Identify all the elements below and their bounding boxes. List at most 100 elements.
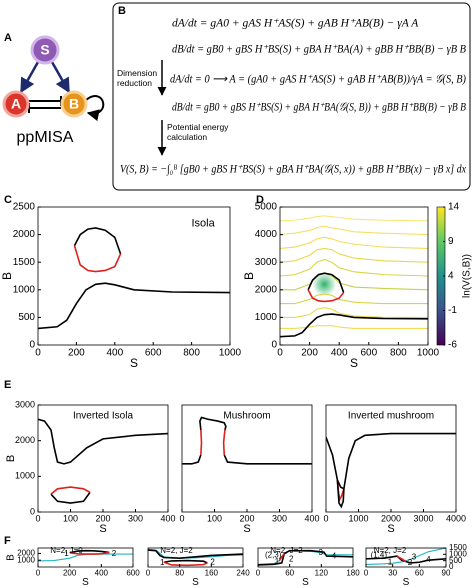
x-tick-label: 4000 bbox=[446, 514, 466, 524]
data-line bbox=[223, 454, 312, 465]
data-line bbox=[222, 429, 226, 455]
y-axis-label: B bbox=[6, 554, 17, 561]
activation-arrow bbox=[50, 61, 71, 94]
step-label: Dimension reduction bbox=[117, 68, 158, 88]
colorbar-tick-label: -6 bbox=[448, 340, 457, 351]
y-tick-label: 1000 bbox=[255, 312, 278, 323]
plot-area bbox=[38, 549, 133, 562]
x-tick-label: 100 bbox=[207, 514, 222, 524]
panel-label: E bbox=[4, 379, 11, 391]
x-tick-label: 400 bbox=[160, 514, 175, 524]
panel-label: C bbox=[4, 194, 12, 206]
data-line bbox=[326, 432, 456, 491]
y-tick-label: 1000 bbox=[15, 471, 35, 481]
data-line bbox=[163, 561, 208, 567]
x-tick-label: 600 bbox=[360, 348, 377, 359]
x-tick-label: 120 bbox=[315, 569, 329, 578]
chart: 0 200 400 600 800 1000 0 500 1000 1500 2000 2500 S B I… bbox=[0, 202, 241, 371]
x-axis-label: S bbox=[99, 523, 106, 535]
equation: dB/dt = gB0 + gBS H⁺BS(S) + gBA H⁺BA(𝒢(S… bbox=[172, 102, 466, 114]
x-tick-label: 60 bbox=[415, 569, 424, 578]
data-line bbox=[38, 418, 168, 465]
x-tick-label: 2000 bbox=[381, 514, 401, 524]
data-line bbox=[280, 225, 428, 236]
y2-tick-label: 500 bbox=[449, 556, 463, 565]
annotation: (1,4) bbox=[371, 550, 388, 559]
node-a bbox=[2, 90, 30, 118]
data-line bbox=[163, 559, 208, 564]
annotation: N=2, J=0 bbox=[50, 546, 83, 555]
x-tick-label: 0 bbox=[35, 514, 40, 524]
y-axis-label: B bbox=[242, 272, 256, 280]
x-tick-label: 0 bbox=[35, 348, 41, 359]
x-tick-label: 3000 bbox=[413, 514, 433, 524]
plot-frame bbox=[279, 206, 429, 346]
data-line bbox=[50, 486, 91, 495]
x-tick-label: 400 bbox=[95, 569, 109, 578]
annotation: 4 bbox=[426, 555, 431, 564]
chart: 0 200 400 600 800 1000 0 1000 2000 3000 4000 5000 S B… bbox=[242, 202, 472, 371]
data-line bbox=[73, 227, 122, 255]
data-line bbox=[199, 416, 227, 431]
data-line bbox=[258, 549, 353, 566]
y-tick-label: 1000 bbox=[13, 284, 36, 295]
annotation: Inverted Isola bbox=[73, 410, 133, 421]
x-tick-label: 400 bbox=[331, 348, 348, 359]
x-axis-label: S bbox=[192, 577, 199, 588]
x-tick-label: 0 bbox=[323, 514, 328, 524]
annotation: 2 bbox=[289, 555, 294, 564]
annotation: 3 bbox=[412, 553, 417, 562]
data-line bbox=[336, 479, 345, 509]
panel-label: F bbox=[4, 535, 11, 547]
x-tick-label: 100 bbox=[63, 514, 78, 524]
y-tick-label: 2000 bbox=[15, 435, 35, 445]
plot-frame bbox=[257, 547, 354, 568]
annotation: 1 bbox=[388, 557, 393, 566]
y-axis-label: B bbox=[5, 455, 17, 462]
x-tick-label: 1000 bbox=[348, 514, 368, 524]
data-line bbox=[307, 272, 345, 293]
x-tick-label: 400 bbox=[106, 348, 123, 359]
annotation: Isola bbox=[191, 217, 215, 229]
plot-area bbox=[182, 416, 312, 465]
step-label: Potential energy calculation bbox=[167, 122, 229, 142]
chart: 0 100 200 300 400 S Mushroom bbox=[179, 404, 320, 535]
data-line bbox=[200, 429, 203, 455]
data-line bbox=[280, 236, 428, 249]
data-line bbox=[69, 551, 110, 555]
node-b bbox=[60, 90, 88, 118]
x-tick-label: 400 bbox=[304, 514, 319, 524]
data-line bbox=[280, 325, 428, 329]
x-tick-label: 200 bbox=[301, 348, 318, 359]
x-tick-label: 30 bbox=[388, 569, 397, 578]
x-axis-label: S bbox=[243, 523, 250, 535]
y-tick-label: 4000 bbox=[255, 229, 278, 240]
x-tick-label: 0 bbox=[146, 569, 151, 578]
data-line bbox=[38, 282, 230, 330]
chart: 0 80 160 240 S N=2, J=2 1 2 bbox=[146, 546, 250, 588]
potential-minimum bbox=[312, 272, 337, 297]
x-tick-label: 240 bbox=[236, 569, 250, 578]
y-tick-label: 0 bbox=[29, 340, 35, 351]
panel-label: D bbox=[256, 194, 264, 206]
x-tick-label: 60 bbox=[285, 569, 294, 578]
x-tick-label: 80 bbox=[175, 569, 184, 578]
node-label: B bbox=[69, 96, 79, 112]
equation: dA/dt = 0 ⟶ A = (gA0 + gAS H⁺AS(S) + gAB… bbox=[170, 74, 466, 86]
annotation: 1 bbox=[160, 558, 165, 567]
x-tick-label: 600 bbox=[126, 569, 140, 578]
annotation: 2 bbox=[210, 557, 215, 566]
data-line bbox=[148, 549, 243, 559]
x-tick-label: 800 bbox=[183, 348, 200, 359]
x-axis-label: S bbox=[82, 577, 89, 588]
x-axis-label: S bbox=[350, 356, 358, 370]
x-axis-label: S bbox=[130, 356, 138, 370]
y-tick-label: 2000 bbox=[17, 549, 35, 558]
colorbar-tick-label: 14 bbox=[448, 202, 460, 213]
x-tick-label: 200 bbox=[95, 514, 110, 524]
equation: dB/dt = gB0 + gBS H⁺BS(S) + gBA H⁺BA(A) … bbox=[172, 44, 466, 56]
x-tick-label: 200 bbox=[239, 514, 254, 524]
data-line bbox=[73, 245, 122, 273]
node-s bbox=[30, 35, 60, 65]
